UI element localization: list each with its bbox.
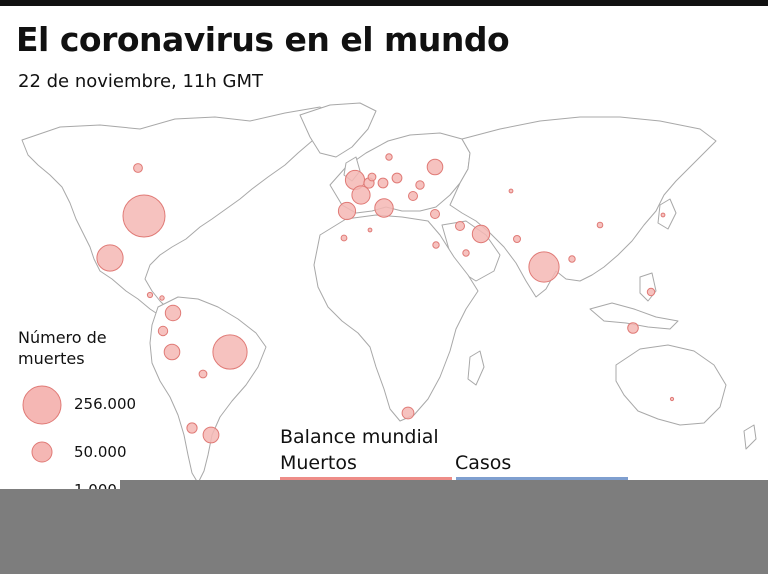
redaction-block-left bbox=[0, 489, 120, 497]
legend-title: Número de muertes bbox=[18, 328, 107, 368]
legend-label-large: 256.000 bbox=[74, 395, 137, 413]
land-new-zealand bbox=[743, 424, 757, 450]
death-bubble bbox=[513, 235, 521, 243]
deaths-bar bbox=[280, 477, 452, 481]
death-bubble bbox=[660, 212, 666, 218]
land-japan bbox=[657, 198, 677, 230]
deaths-header: Muertos bbox=[280, 452, 357, 474]
death-bubble bbox=[163, 343, 181, 361]
death-bubble bbox=[415, 180, 425, 190]
land-asia bbox=[449, 116, 717, 298]
death-bubble bbox=[186, 422, 198, 434]
death-bubble bbox=[430, 209, 440, 219]
death-bubble bbox=[159, 295, 165, 301]
legend-bubble-medium bbox=[31, 441, 53, 463]
death-bubble bbox=[391, 172, 403, 184]
land-indonesia bbox=[589, 302, 679, 330]
redaction-block bbox=[0, 495, 768, 574]
legend-label-medium: 50.000 bbox=[74, 443, 127, 461]
death-bubble bbox=[471, 224, 491, 244]
death-bubble bbox=[627, 322, 639, 334]
death-bubble bbox=[408, 191, 418, 201]
balance-title: Balance mundial bbox=[280, 426, 439, 448]
death-bubble bbox=[212, 334, 248, 370]
death-bubble bbox=[337, 201, 357, 221]
land-madagascar bbox=[467, 350, 485, 386]
world-map bbox=[21, 102, 757, 484]
death-bubble bbox=[146, 291, 154, 299]
death-bubble bbox=[96, 244, 124, 272]
land-north-america bbox=[21, 106, 339, 318]
death-bubble bbox=[646, 287, 656, 297]
death-bubble bbox=[401, 406, 415, 420]
death-bubble bbox=[528, 251, 560, 283]
death-bubble bbox=[377, 177, 389, 189]
death-bubble bbox=[122, 194, 166, 238]
death-bubble bbox=[351, 185, 371, 205]
death-bubble bbox=[669, 396, 675, 402]
cases-header: Casos bbox=[455, 452, 512, 474]
death-bubble bbox=[164, 304, 182, 322]
cases-bar bbox=[456, 477, 628, 481]
death-bubble bbox=[426, 158, 444, 176]
death-bubble bbox=[596, 221, 604, 229]
death-bubble bbox=[133, 163, 143, 173]
death-bubble bbox=[462, 249, 470, 257]
death-bubble bbox=[568, 255, 576, 263]
death-bubble bbox=[432, 241, 440, 249]
death-bubble bbox=[508, 188, 514, 194]
death-bubble bbox=[367, 227, 373, 233]
death-bubble bbox=[157, 325, 169, 337]
death-bubbles bbox=[96, 153, 675, 444]
legend-bubbles bbox=[22, 385, 62, 495]
land-australia bbox=[615, 344, 727, 426]
death-bubble bbox=[198, 369, 208, 379]
legend-bubble-large bbox=[22, 385, 62, 425]
death-bubble bbox=[340, 234, 348, 242]
redaction-block-upper bbox=[120, 480, 768, 496]
land-philippines bbox=[639, 272, 657, 302]
death-bubble bbox=[385, 153, 393, 161]
land-africa bbox=[313, 214, 479, 422]
page-title: El coronavirus en el mundo bbox=[16, 20, 510, 59]
top-rule bbox=[0, 0, 768, 6]
death-bubble bbox=[367, 172, 377, 182]
death-bubble bbox=[374, 198, 394, 218]
death-bubble bbox=[202, 426, 220, 444]
land-south-america bbox=[149, 296, 267, 484]
page-subtitle: 22 de noviembre, 11h GMT bbox=[18, 71, 263, 92]
death-bubble bbox=[455, 221, 465, 231]
land-greenland bbox=[299, 102, 377, 158]
